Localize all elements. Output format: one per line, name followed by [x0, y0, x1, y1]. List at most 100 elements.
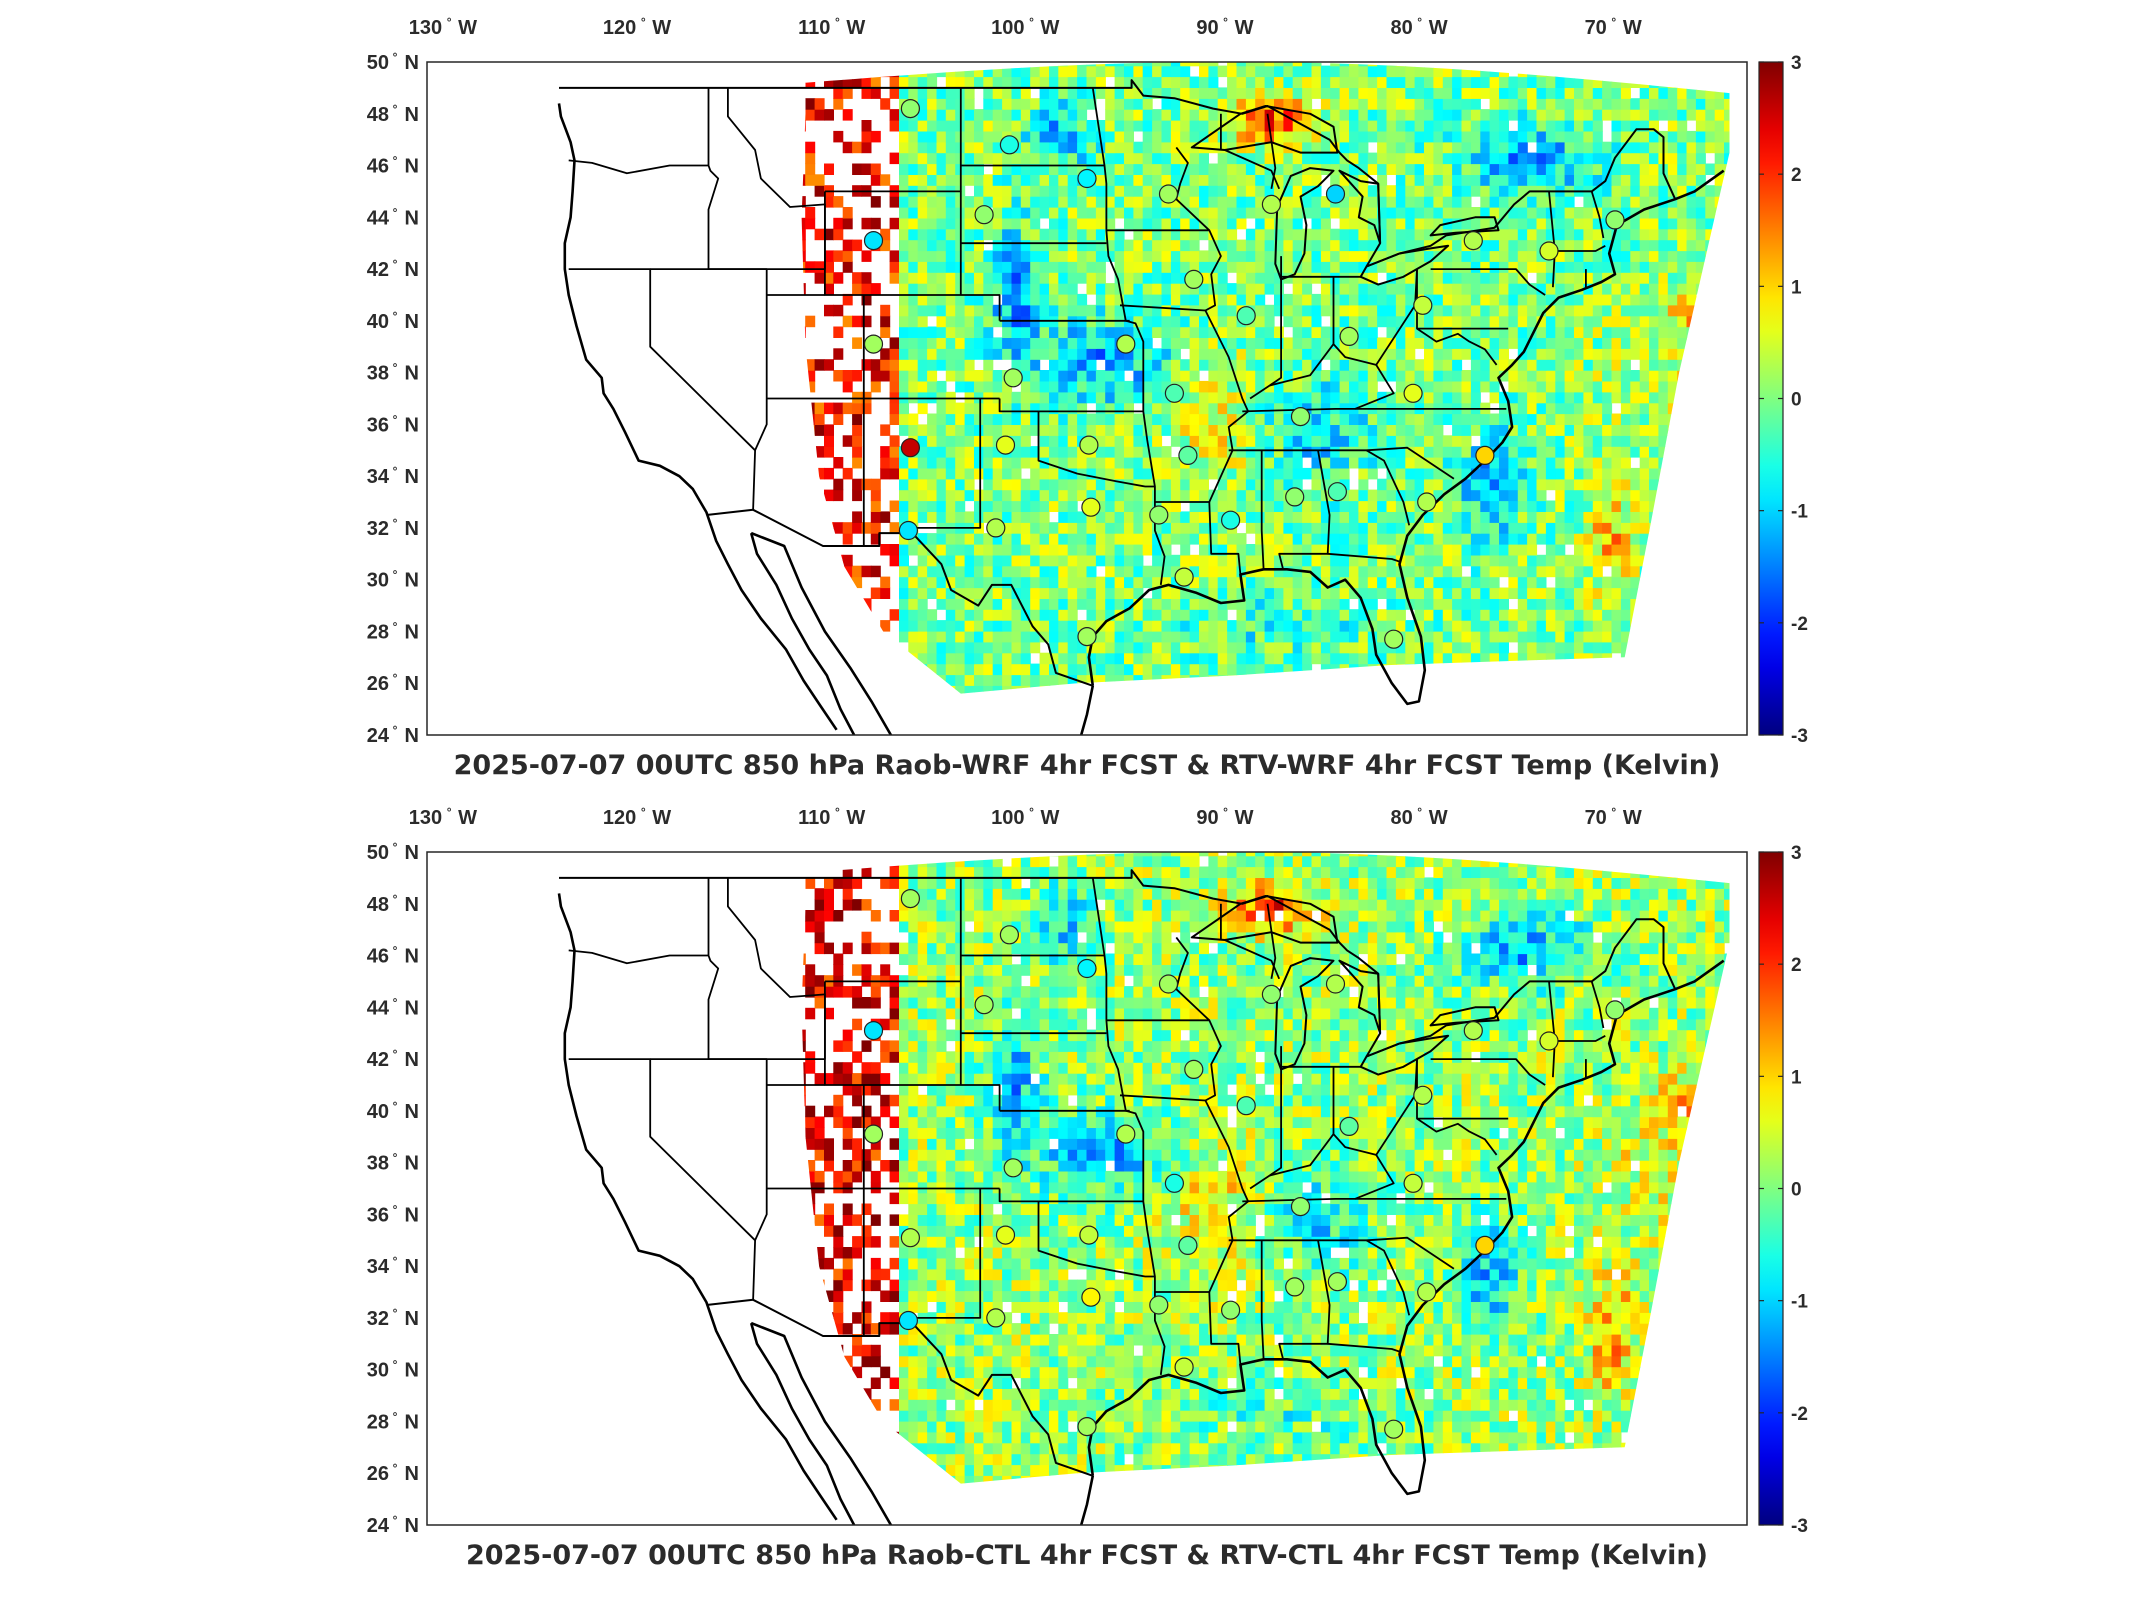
- state-border: [1037, 1201, 1155, 1278]
- latitude-label: 46: [367, 156, 389, 178]
- raob-station-marker: [999, 135, 1020, 155]
- longitude-hemisphere: W: [1040, 807, 1059, 829]
- state-border: [1366, 449, 1411, 526]
- raob-station-marker: [1463, 1021, 1483, 1041]
- longitude-hemisphere: W: [1623, 17, 1642, 39]
- state-border: [1269, 1133, 1335, 1177]
- longitude-label: 130: [409, 17, 442, 39]
- raob-station-marker: [1290, 407, 1311, 427]
- latitude-hemisphere: N: [405, 1256, 419, 1278]
- raob-station-marker: [1077, 168, 1097, 189]
- degree-symbol: °: [1223, 805, 1228, 819]
- latitude-hemisphere: N: [405, 725, 419, 747]
- degree-symbol: °: [393, 464, 398, 478]
- raob-station-marker: [1158, 974, 1179, 994]
- mexico-border: [706, 1298, 1094, 1477]
- degree-symbol: °: [641, 805, 646, 819]
- latitude-label: 36: [367, 1204, 389, 1226]
- latitude-label: 50: [367, 52, 389, 74]
- raob-station-marker: [974, 995, 994, 1015]
- latitude-hemisphere: N: [405, 1204, 419, 1226]
- raob-station-marker: [863, 334, 884, 354]
- degree-symbol: °: [1029, 15, 1034, 29]
- raob-station-marker: [1003, 1158, 1023, 1178]
- degree-symbol: °: [447, 805, 452, 819]
- raob-station-marker: [900, 888, 921, 909]
- raob-station-marker: [1116, 1124, 1136, 1144]
- plot-frame: [426, 851, 1748, 1526]
- degree-symbol: °: [1223, 15, 1228, 29]
- degree-symbol: °: [393, 619, 398, 633]
- longitude-hemisphere: W: [1623, 807, 1642, 829]
- degree-symbol: °: [393, 257, 398, 271]
- state-border: [1354, 1154, 1395, 1200]
- colorbar-tick-label: 3: [1791, 843, 1802, 864]
- latitude-hemisphere: N: [405, 207, 419, 229]
- longitude-hemisphere: W: [458, 17, 477, 39]
- raob-station-marker: [1184, 1059, 1204, 1079]
- raob-station-marker: [1539, 241, 1559, 261]
- latitude-hemisphere: N: [405, 1463, 419, 1485]
- raob-station-marker: [1149, 505, 1169, 525]
- raob-station-marker: [900, 98, 921, 119]
- degree-symbol: °: [393, 723, 398, 737]
- raob-station-marker: [1261, 984, 1282, 1004]
- colorbar-tick-label: 3: [1791, 53, 1802, 74]
- latitude-hemisphere: N: [405, 104, 419, 126]
- degree-symbol: °: [1417, 15, 1422, 29]
- latitude-hemisphere: N: [405, 946, 419, 968]
- latitude-hemisphere: N: [405, 259, 419, 281]
- latitude-hemisphere: N: [405, 1153, 419, 1175]
- degree-symbol: °: [393, 944, 398, 958]
- raob-station-marker: [1325, 974, 1346, 994]
- degree-symbol: °: [447, 15, 452, 29]
- latitude-label: 38: [367, 363, 389, 385]
- longitude-label: 80: [1390, 807, 1412, 829]
- latitude-label: 32: [367, 1308, 389, 1330]
- latitude-hemisphere: N: [405, 414, 419, 436]
- raob-station-marker: [1463, 231, 1483, 251]
- degree-symbol: °: [393, 1409, 398, 1423]
- great-lake-outline: [1274, 167, 1335, 281]
- raob-station-marker: [1164, 383, 1185, 403]
- state-border: [1327, 552, 1400, 563]
- raob-station-marker: [863, 1124, 884, 1144]
- latitude-label: 40: [367, 311, 389, 333]
- longitude-hemisphere: W: [846, 17, 865, 39]
- raob-station-marker: [1178, 445, 1198, 465]
- latitude-label: 26: [367, 1463, 389, 1485]
- latitude-hemisphere: N: [405, 673, 419, 695]
- colorbar-tick-label: -3: [1791, 726, 1808, 747]
- latitude-hemisphere: N: [405, 621, 419, 643]
- raob-station-marker: [1339, 326, 1359, 346]
- bottom-map-panel: 130 ° W 120 ° W 110 ° W 100 ° W 90 ° W 80 ° W 70 ° W 50 ° N 48 ° N…: [0, 790, 2133, 1600]
- state-border: [1260, 1240, 1265, 1360]
- state-border: [1154, 501, 1242, 575]
- longitude-label: 120: [603, 17, 636, 39]
- latitude-hemisphere: N: [405, 570, 419, 592]
- raob-station-marker: [1475, 1235, 1495, 1255]
- latitude-hemisphere: N: [405, 842, 419, 864]
- latitude-label: 46: [367, 946, 389, 968]
- latitude-hemisphere: N: [405, 1515, 419, 1537]
- longitude-label: 90: [1196, 807, 1218, 829]
- latitude-hemisphere: N: [405, 997, 419, 1019]
- degree-symbol: °: [393, 154, 398, 168]
- degree-symbol: °: [393, 1047, 398, 1061]
- state-border: [1242, 408, 1507, 413]
- state-border: [1037, 411, 1155, 488]
- raob-station-marker: [1290, 1197, 1311, 1217]
- raob-station-marker: [1077, 958, 1097, 979]
- raob-station-marker: [1158, 184, 1179, 204]
- state-border: [568, 268, 756, 510]
- latitude-label: 38: [367, 1153, 389, 1175]
- degree-symbol: °: [393, 1099, 398, 1113]
- raob-station-marker: [1339, 1116, 1359, 1136]
- state-border: [1266, 903, 1277, 979]
- raob-station-marker: [1417, 1282, 1437, 1302]
- degree-symbol: °: [393, 892, 398, 906]
- longitude-label: 80: [1390, 17, 1412, 39]
- degree-symbol: °: [393, 995, 398, 1009]
- state-border: [1175, 146, 1210, 231]
- degree-symbol: °: [1611, 805, 1616, 819]
